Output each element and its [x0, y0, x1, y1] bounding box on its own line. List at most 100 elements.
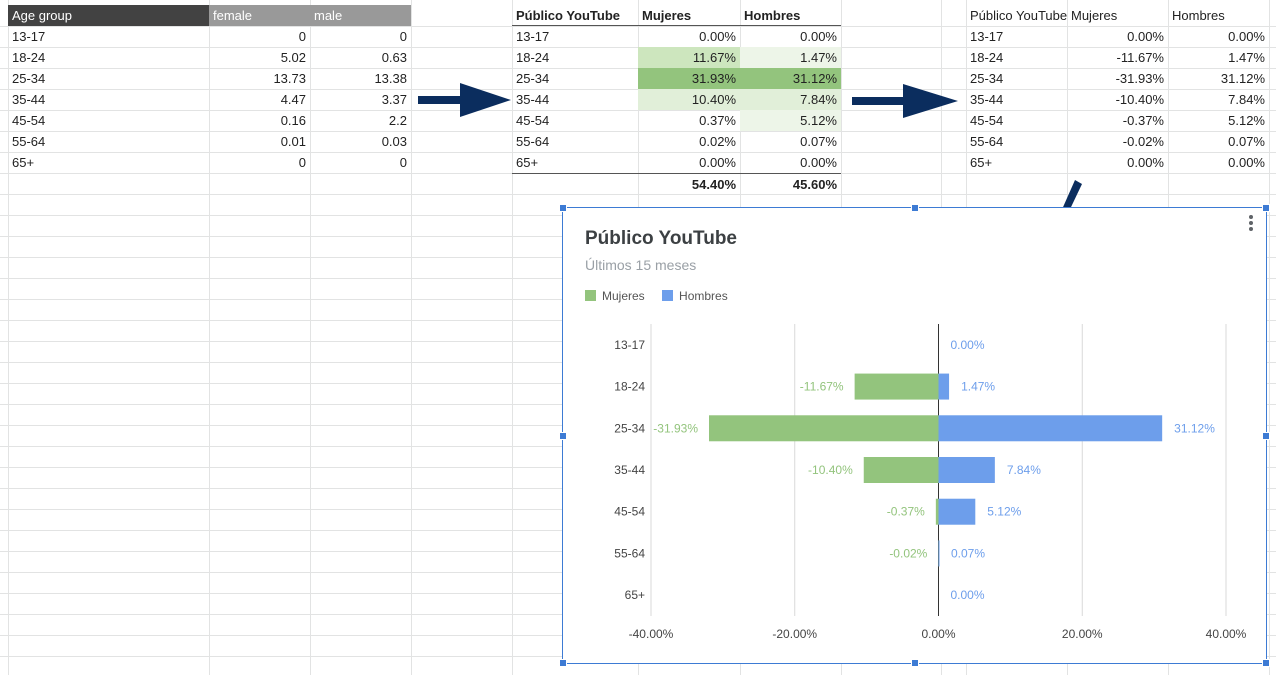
- table-cell[interactable]: 0.01: [280, 134, 306, 149]
- legend-item-mujeres[interactable]: Mujeres: [585, 289, 645, 303]
- legend-swatch: [662, 290, 674, 301]
- table-cell[interactable]: 1.47%: [740, 47, 841, 68]
- table-cell[interactable]: 0: [298, 29, 306, 44]
- x-tick-label: 20.00%: [1062, 627, 1103, 641]
- chart-title[interactable]: Público YouTube: [585, 228, 737, 249]
- table-cell[interactable]: 4.47: [280, 92, 306, 107]
- resize-handle[interactable]: [559, 659, 567, 667]
- table-cell[interactable]: 0.16: [280, 113, 306, 128]
- table-cell[interactable]: 45-54: [970, 113, 1004, 128]
- table-cell[interactable]: 31.12%: [1220, 71, 1265, 86]
- table-cell[interactable]: 45-54: [12, 113, 46, 128]
- table-cell[interactable]: 65+: [516, 155, 539, 170]
- table-cell[interactable]: 0.37%: [699, 113, 736, 128]
- table-cell[interactable]: 35-44: [516, 92, 550, 107]
- y-tick-label: 65+: [625, 588, 645, 602]
- header-hombres[interactable]: Hombres: [1172, 8, 1225, 23]
- header-mujeres[interactable]: Mujeres: [638, 5, 740, 26]
- table-cell[interactable]: 0: [399, 155, 407, 170]
- table-cell[interactable]: -0.02%: [1122, 134, 1164, 149]
- table-cell[interactable]: 5.12%: [740, 110, 841, 131]
- bar-mujeres: [854, 373, 939, 400]
- table-cell[interactable]: -31.93%: [1115, 71, 1164, 86]
- table-cell[interactable]: 11.67%: [638, 47, 740, 68]
- table-cell[interactable]: 31.93%: [638, 68, 740, 89]
- table-cell[interactable]: 1.47%: [1228, 50, 1265, 65]
- table-cell[interactable]: 31.12%: [740, 68, 841, 89]
- table-cell[interactable]: 0.03: [381, 134, 407, 149]
- table-cell[interactable]: 25-34: [970, 71, 1004, 86]
- header-publico-youtube[interactable]: Público YouTube: [970, 8, 1067, 23]
- table-cell[interactable]: 45-54: [516, 113, 550, 128]
- table-cell[interactable]: 13.73: [273, 71, 306, 86]
- resize-handle[interactable]: [1262, 204, 1270, 212]
- header-mujeres[interactable]: Mujeres: [1071, 8, 1118, 23]
- bar-hombres: [938, 498, 976, 525]
- table-cell[interactable]: 0.00%: [1127, 29, 1164, 44]
- header-hombres[interactable]: Hombres: [740, 5, 841, 26]
- header-female[interactable]: female: [209, 5, 310, 26]
- table-cell[interactable]: 0.00%: [800, 29, 837, 44]
- table-cell[interactable]: 25-34: [516, 71, 550, 86]
- chart-menu-icon[interactable]: [1246, 214, 1256, 232]
- table-cell[interactable]: -10.40%: [1115, 92, 1164, 107]
- table-cell[interactable]: -0.37%: [1122, 113, 1164, 128]
- table-cell[interactable]: 2.2: [388, 113, 407, 128]
- data-label-hombres: 31.12%: [1174, 421, 1215, 435]
- table-cell[interactable]: 13-17: [12, 29, 46, 44]
- table-cell[interactable]: 65+: [970, 155, 993, 170]
- table-cell[interactable]: 35-44: [12, 92, 46, 107]
- table-cell[interactable]: -11.67%: [1116, 50, 1164, 65]
- data-label-hombres: 1.47%: [961, 380, 995, 394]
- table-cell[interactable]: 0.00%: [1127, 155, 1164, 170]
- table-cell[interactable]: 10.40%: [638, 89, 740, 110]
- row-divider: [0, 131, 1276, 132]
- table-cell[interactable]: 5.02: [280, 50, 306, 65]
- total-hombres[interactable]: 45.60%: [740, 173, 841, 194]
- table-cell[interactable]: 65+: [12, 155, 35, 170]
- table-cell[interactable]: 0.63: [381, 50, 407, 65]
- table-cell[interactable]: 55-64: [970, 134, 1004, 149]
- table-cell[interactable]: 7.84%: [740, 89, 841, 110]
- table-cell[interactable]: 0.02%: [699, 134, 736, 149]
- table-cell[interactable]: 5.12%: [1228, 113, 1265, 128]
- header-age-group[interactable]: Age group: [8, 5, 209, 26]
- resize-handle[interactable]: [1262, 432, 1270, 440]
- table-cell[interactable]: 0: [298, 155, 306, 170]
- resize-handle[interactable]: [1262, 659, 1270, 667]
- table-cell[interactable]: 13.38: [374, 71, 407, 86]
- table-cell[interactable]: 0.00%: [1228, 155, 1265, 170]
- table-cell[interactable]: 7.84%: [1228, 92, 1265, 107]
- resize-handle[interactable]: [559, 432, 567, 440]
- table-cell[interactable]: 0.07%: [1228, 134, 1265, 149]
- table-cell[interactable]: 55-64: [12, 134, 46, 149]
- table-cell[interactable]: 0: [399, 29, 407, 44]
- table-cell[interactable]: 35-44: [970, 92, 1004, 107]
- table-cell[interactable]: 3.37: [381, 92, 407, 107]
- row-divider: [0, 194, 1276, 195]
- table-cell[interactable]: 18-24: [970, 50, 1004, 65]
- column-divider: [209, 0, 210, 675]
- table-cell[interactable]: [512, 173, 638, 194]
- table-cell[interactable]: 0.00%: [699, 155, 736, 170]
- table-cell[interactable]: 0.00%: [800, 155, 837, 170]
- table-cell[interactable]: 0.00%: [1228, 29, 1265, 44]
- legend-item-hombres[interactable]: Hombres: [662, 289, 728, 303]
- table-cell[interactable]: 25-34: [12, 71, 46, 86]
- x-tick-label: -40.00%: [629, 627, 674, 641]
- table-cell[interactable]: 0.00%: [699, 29, 736, 44]
- header-publico-youtube[interactable]: Público YouTube: [512, 5, 638, 26]
- table-cell[interactable]: 55-64: [516, 134, 550, 149]
- table-cell[interactable]: 13-17: [516, 29, 550, 44]
- table-cell[interactable]: 18-24: [516, 50, 550, 65]
- total-mujeres[interactable]: 54.40%: [638, 173, 740, 194]
- table-cell[interactable]: 18-24: [12, 50, 46, 65]
- resize-handle[interactable]: [559, 204, 567, 212]
- table-cell[interactable]: 0.07%: [800, 134, 837, 149]
- resize-handle[interactable]: [911, 204, 919, 212]
- chart-container[interactable]: Público YouTube Últimos 15 meses Mujeres…: [559, 204, 1270, 667]
- resize-handle[interactable]: [911, 659, 919, 667]
- table-cell[interactable]: 13-17: [970, 29, 1004, 44]
- header-male[interactable]: male: [310, 5, 411, 26]
